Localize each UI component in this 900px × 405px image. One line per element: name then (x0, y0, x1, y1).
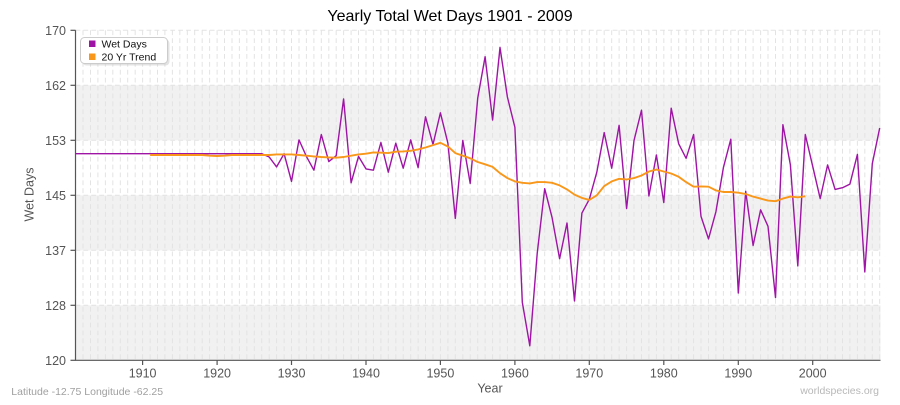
svg-text:137: 137 (45, 244, 66, 258)
svg-text:1960: 1960 (501, 367, 529, 381)
svg-text:1980: 1980 (650, 367, 678, 381)
svg-text:128: 128 (45, 299, 66, 313)
svg-text:1920: 1920 (203, 367, 231, 381)
svg-text:1930: 1930 (278, 367, 306, 381)
svg-text:170: 170 (45, 24, 66, 38)
svg-text:162: 162 (45, 79, 66, 93)
svg-text:1970: 1970 (575, 367, 603, 381)
svg-text:145: 145 (45, 189, 66, 203)
svg-text:Yearly Total Wet Days 1901 - 2: Yearly Total Wet Days 1901 - 2009 (327, 8, 572, 25)
svg-text:Latitude -12.75 Longitude -62.: Latitude -12.75 Longitude -62.25 (11, 386, 163, 398)
svg-text:153: 153 (45, 134, 66, 148)
svg-text:1950: 1950 (426, 367, 454, 381)
svg-text:20 Yr Trend: 20 Yr Trend (102, 52, 157, 64)
svg-text:Wet Days: Wet Days (23, 168, 37, 222)
svg-text:Wet Days: Wet Days (102, 39, 147, 51)
svg-text:1990: 1990 (724, 367, 752, 381)
svg-text:Year: Year (477, 382, 502, 396)
svg-text:1940: 1940 (352, 367, 380, 381)
svg-text:120: 120 (45, 354, 66, 368)
svg-text:1910: 1910 (129, 367, 157, 381)
svg-text:worldspecies.org: worldspecies.org (799, 385, 879, 397)
svg-text:2000: 2000 (799, 367, 827, 381)
